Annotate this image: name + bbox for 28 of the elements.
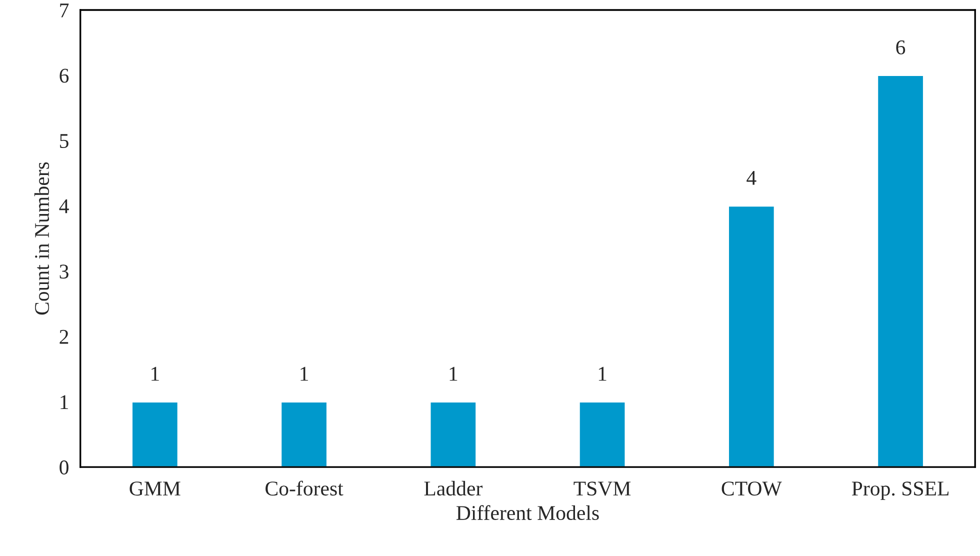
bar <box>429 401 477 468</box>
data-label: 1 <box>450 366 458 381</box>
data-label: 6 <box>896 40 906 54</box>
y-tick-label: 6 <box>60 68 69 83</box>
y-tick-label: 4 <box>59 199 69 214</box>
x-tick-label: TSVM <box>574 482 631 496</box>
bar <box>280 401 328 468</box>
data-label: 1 <box>300 366 308 381</box>
y-tick-label: 5 <box>60 134 68 148</box>
bar <box>728 205 776 468</box>
data-label: 1 <box>598 366 606 381</box>
data-label: 4 <box>746 171 756 185</box>
y-axis-title: Count in Numbers <box>34 162 50 315</box>
bar <box>578 401 626 468</box>
y-tick-label: 2 <box>60 330 68 344</box>
data-label: 1 <box>152 366 159 381</box>
x-tick-label: Prop. SSEL <box>852 482 948 500</box>
y-tick-label: 0 <box>60 460 68 474</box>
x-tick-label: GMM <box>130 482 180 496</box>
x-tick-label: Ladder <box>424 480 482 496</box>
bar <box>131 401 179 468</box>
x-axis-title: Different Models <box>456 505 599 520</box>
y-tick-label: 1 <box>60 395 68 409</box>
x-tick-label: CTOW <box>722 482 782 496</box>
y-tick-label: 3 <box>60 264 68 279</box>
bar <box>876 74 924 468</box>
y-tick-label: 7 <box>60 4 69 18</box>
x-tick-label: Co-forest <box>266 480 344 496</box>
